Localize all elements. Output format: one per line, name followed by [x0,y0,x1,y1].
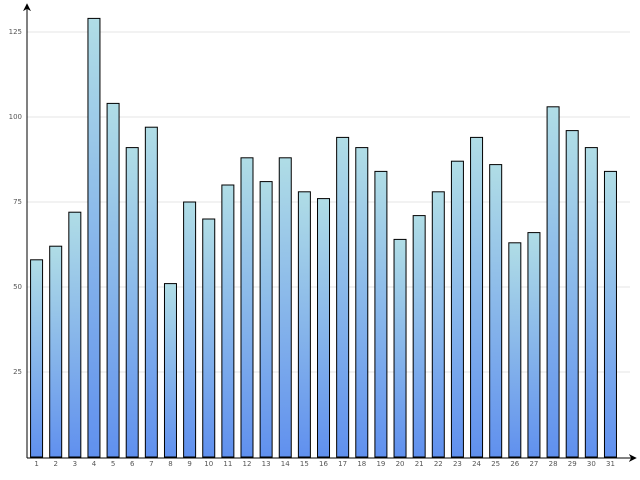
x-tick-label: 20 [396,460,405,468]
x-tick-label: 7 [149,460,153,468]
bar [317,198,331,458]
x-tick-label: 6 [130,460,135,468]
x-tick-label: 13 [262,460,271,468]
bar [508,242,522,458]
x-tick-label: 21 [415,460,424,468]
bar [183,201,197,458]
x-tick-label: 18 [357,460,366,468]
y-tick-label: 25 [13,368,22,376]
bar [297,191,311,458]
bar [546,106,560,458]
bar [565,130,579,458]
bar [30,259,44,458]
x-tick-label: 23 [453,460,462,468]
y-tick-label: 75 [13,198,22,206]
bar [489,164,503,458]
x-tick-label: 3 [73,460,77,468]
bar [374,170,388,458]
bar [106,102,120,458]
bar [68,211,82,458]
x-tick-label: 4 [92,460,97,468]
bar [450,160,464,458]
bar [470,136,484,458]
bar [412,215,426,458]
x-tick-label: 9 [187,460,191,468]
x-tick-label: 31 [606,460,615,468]
y-tick-label: 100 [9,113,22,121]
bar [87,17,101,458]
x-tick-label: 2 [53,460,57,468]
x-tick-label: 16 [319,460,328,468]
x-tick-label: 1 [34,460,38,468]
bar [221,184,235,458]
bar [527,232,541,458]
x-tick-label: 22 [434,460,443,468]
x-tick-label: 30 [587,460,596,468]
bar [431,191,445,458]
x-tick-label: 24 [472,460,481,468]
x-tick-label: 10 [204,460,213,468]
bar [355,147,369,458]
x-tick-label: 17 [338,460,347,468]
x-tick-label: 28 [549,460,558,468]
bar [584,147,598,458]
y-tick-label: 125 [9,28,22,36]
x-tick-label: 8 [168,460,172,468]
x-tick-label: 15 [300,460,309,468]
bar [278,157,292,458]
x-tick-label: 27 [529,460,538,468]
bar [125,147,139,458]
x-tick-label: 5 [111,460,115,468]
x-tick-label: 14 [281,460,290,468]
bar [259,181,273,458]
bar [144,126,158,458]
bar [393,238,407,458]
bar [202,218,216,458]
x-tick-label: 29 [568,460,577,468]
x-tick-label: 12 [243,460,252,468]
y-tick-label: 50 [13,283,22,291]
x-tick-label: 26 [510,460,519,468]
x-tick-label: 25 [491,460,500,468]
x-tick-label: 11 [223,460,232,468]
bar [163,283,177,458]
x-tick-label: 19 [376,460,385,468]
bar [603,170,617,458]
bar [240,157,254,458]
bar [336,136,350,458]
bar [49,245,63,458]
